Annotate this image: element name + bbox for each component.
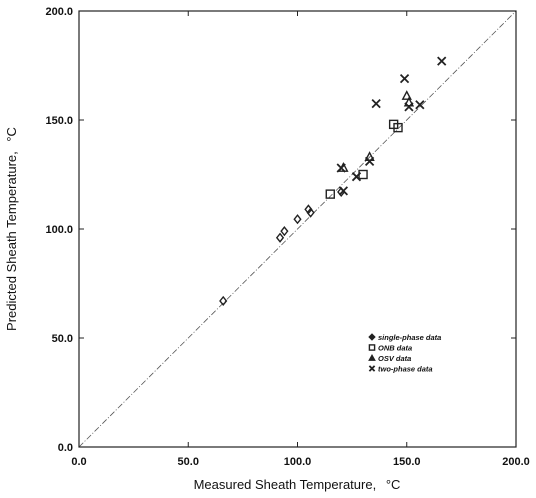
x-tick-label: 0.0 [71,456,86,468]
diamond-point [219,295,228,307]
legend-diamond-icon [368,333,376,341]
y-tick-label: 100.0 [45,224,73,236]
x-point [415,100,425,110]
legend-triangle-icon [368,353,376,361]
diamond-point [306,207,315,218]
y-tick-label: 200.0 [45,6,73,18]
square-point [325,189,335,199]
legend-label: two-phase data [378,364,433,373]
triangle-point [401,90,412,100]
x-tick-label: 200.0 [502,456,530,468]
square-point [393,122,403,133]
y-tick-label: 0.0 [58,442,73,454]
legend-label: OSV data [378,354,411,363]
legend-x-icon [368,365,376,372]
x-point [351,172,362,182]
y-tick-label: 50.0 [52,333,73,345]
diamond-point [280,226,289,237]
x-axis-label: Measured Sheath Temperature, °C [194,477,401,492]
data-points [219,56,447,307]
legend-label: single-phase data [378,333,441,342]
diamond-point [293,214,302,225]
legend-label: ONB data [378,343,412,352]
x-tick-label: 100.0 [284,456,312,468]
square-point [358,169,368,180]
reference-line [78,10,517,448]
x-point [399,73,410,84]
x-tick-label: 50.0 [178,456,199,468]
x-point [364,156,375,167]
x-axis-label-text: Measured Sheath Temperature, [194,477,377,492]
x-point [336,163,346,173]
y-axis-label-text: Predicted Sheath Temperature, [4,151,19,331]
y-tick-label: 150.0 [45,115,73,127]
x-axis-unit: °C [386,477,401,492]
y-axis-label: Predicted Sheath Temperature, °C [4,127,19,331]
x-tick-label: 150.0 [393,456,421,468]
x-point [371,99,381,109]
diamond-point [275,232,285,243]
legend-square-icon [368,344,376,351]
y-axis-unit: °C [4,127,19,142]
axis-ticks: 0.0 50.0 100.0 150.0 200.0 0.0 50.0 100.0 150.0 2… [45,6,529,468]
x-point [437,56,447,66]
x-point [338,186,349,196]
x-point [404,102,414,112]
